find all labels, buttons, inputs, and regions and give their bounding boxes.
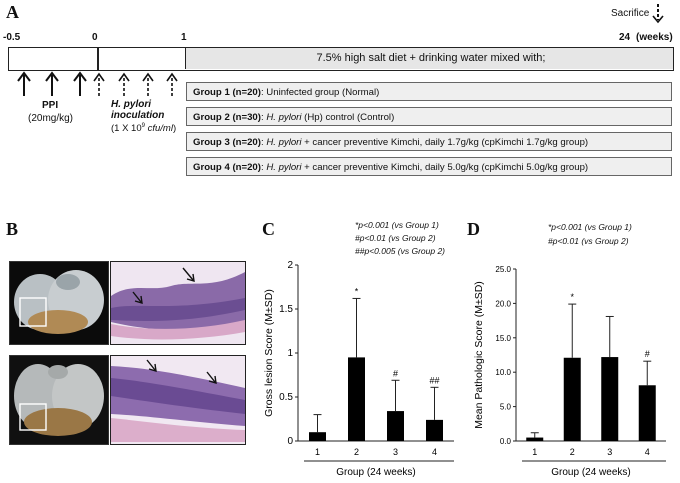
y-tick-label: 0 — [287, 436, 293, 447]
bar-group-3 — [387, 411, 404, 441]
x-tick-label: 2 — [354, 447, 359, 457]
histology-image-1 — [110, 261, 246, 345]
y-axis-label: Mean Pathologic Score (M±SD) — [473, 281, 485, 429]
y-axis-label: Gross lesion Score (M±SD) — [263, 289, 275, 417]
y-tick-label: 0.5 — [279, 392, 293, 403]
bar-group-2 — [563, 357, 581, 441]
stomach-photo-2 — [9, 355, 109, 445]
group-1-box: Group 1 (n=20): Uninfected group (Normal… — [186, 82, 672, 101]
panel-a-letter: A — [6, 2, 19, 22]
y-tick-label: 1 — [287, 348, 293, 359]
x-tick-label: 4 — [432, 447, 437, 457]
significance-marker-group-2: * — [355, 286, 359, 296]
x-axis-label: Group (24 weeks) — [551, 467, 630, 478]
group-4-box: Group 4 (n=20): H. pylori + cancer preve… — [186, 157, 672, 176]
tick-twentyfour: 24 — [619, 32, 631, 43]
hp-label-2: inoculation — [111, 110, 165, 121]
bar-group-3 — [601, 357, 619, 441]
y-tick-label: 0.0 — [500, 437, 512, 446]
x-axis-label: Group (24 weeks) — [336, 467, 415, 478]
sacrifice-label: Sacrifice — [611, 8, 650, 19]
panel-d-note-2: #p<0.01 (vs Group 2) — [548, 236, 629, 246]
bar-group-2 — [348, 357, 365, 441]
ppi-label: PPI — [42, 100, 59, 111]
ppi-dose: (20mg/kg) — [28, 113, 74, 124]
significance-marker-group-4: ## — [429, 375, 439, 385]
panel-d-note-1: *p<0.001 (vs Group 1) — [548, 222, 632, 232]
y-tick-label: 20.0 — [495, 299, 511, 308]
histology-image-2 — [110, 355, 246, 445]
bar-group-4 — [426, 419, 443, 441]
diet-box — [185, 48, 673, 69]
y-tick-label: 25.0 — [495, 265, 511, 274]
pathologic-score-chart: 0.0 5.0 10.0 15.0 20.0 25.0 1 * 2 3 #4 Group (24 we… — [473, 265, 666, 478]
y-tick-label: 10.0 — [495, 368, 511, 377]
bar-group-1 — [309, 432, 326, 441]
y-tick-label: 5.0 — [500, 403, 512, 412]
tick-one: 1 — [181, 32, 187, 43]
y-tick-label: 15.0 — [495, 334, 511, 343]
hp-dose: (1 X 109 cfu/ml) — [111, 123, 177, 135]
hp-label-1: H. pylori — [111, 99, 152, 110]
panel-c-letter: C — [262, 219, 275, 239]
stomach-photo-1 — [9, 261, 109, 345]
x-tick-label: 1 — [315, 447, 320, 457]
hp-arrows — [93, 72, 178, 96]
panel-c-note-1: *p<0.001 (vs Group 1) — [355, 220, 439, 230]
significance-marker-group-4: # — [645, 349, 650, 359]
x-tick-label: 3 — [607, 447, 612, 457]
diet-label: 7.5% high salt diet + drinking water mix… — [316, 52, 546, 64]
x-tick-label: 3 — [393, 447, 398, 457]
panel-d-letter: D — [467, 219, 480, 239]
significance-marker-group-2: * — [570, 292, 574, 302]
timeline-divider-0 — [97, 48, 99, 70]
x-tick-label: 2 — [570, 447, 575, 457]
bar-group-1 — [526, 437, 544, 441]
tick-neg-half: -0.5 — [3, 32, 21, 43]
x-tick-label: 1 — [532, 447, 537, 457]
panel-c-note-2: #p<0.01 (vs Group 2) — [355, 233, 436, 243]
ppi-arrows — [17, 71, 87, 96]
weeks-label: (weeks) — [636, 32, 673, 43]
group-3-box: Group 3 (n=20): H. pylori + cancer preve… — [186, 132, 672, 151]
tick-zero: 0 — [92, 32, 98, 43]
x-tick-label: 4 — [645, 447, 650, 457]
panel-b-letter: B — [6, 219, 19, 239]
y-tick-label: 1.5 — [279, 304, 293, 315]
y-tick-label: 2 — [287, 260, 293, 271]
significance-marker-group-3: # — [393, 368, 398, 378]
group-2-box: Group 2 (n=30): H. pylori (Hp) control (… — [186, 107, 672, 126]
bar-group-4 — [638, 385, 656, 441]
sacrifice-arrow — [652, 4, 664, 24]
panel-c-note-3: ##p<0.005 (vs Group 2) — [355, 246, 446, 256]
gross-lesion-chart: 0 0.5 1 1.5 2 1 * 2 #3 ## 4 Group (24 weeks) Gross l… — [263, 260, 454, 478]
